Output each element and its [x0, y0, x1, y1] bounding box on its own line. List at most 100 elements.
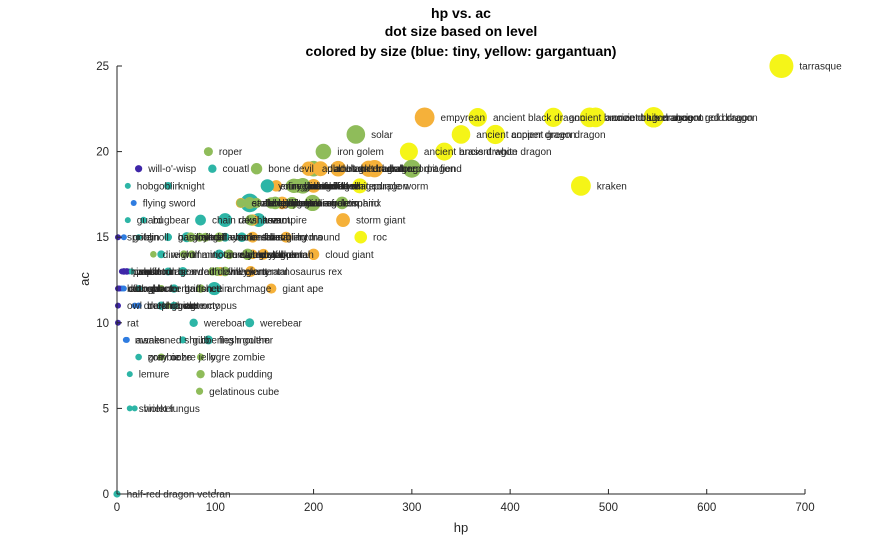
point-label: flumph	[133, 284, 163, 295]
data-point	[124, 182, 131, 189]
point-label: bone devil	[268, 164, 314, 175]
point-label: purple worm	[373, 181, 428, 192]
data-point	[306, 178, 321, 193]
point-label: werebear	[259, 318, 302, 329]
point-label: gibbering mouther	[192, 335, 273, 346]
point-label: cloud giant	[325, 250, 374, 261]
point-label: zombie	[148, 353, 181, 364]
point-label: pit fiend	[427, 164, 462, 175]
data-point	[245, 266, 257, 277]
data-point	[140, 216, 147, 224]
data-point	[120, 285, 127, 292]
point-label: bugbear	[153, 216, 190, 227]
data-point	[169, 284, 179, 293]
point-label: banshee	[184, 284, 223, 295]
data-point	[402, 159, 421, 178]
point-label: pseudodragon	[133, 267, 197, 278]
point-label: couatl	[223, 164, 250, 175]
point-label: clay golem	[259, 250, 307, 261]
point-label: ancient gold dragon	[670, 113, 758, 124]
point-label: young red dragon	[304, 181, 382, 192]
point-label: djinni	[288, 198, 311, 209]
x-tick-label: 600	[697, 502, 716, 514]
data-point	[354, 230, 368, 244]
chart-subtitle-2: colored by size (blue: tiny, yellow: gar…	[306, 43, 617, 59]
point-label: gargoyle	[178, 233, 217, 244]
data-point	[126, 371, 133, 378]
point-label: specter	[148, 284, 181, 295]
point-label: treant	[264, 216, 290, 227]
point-label: adult red dragon	[383, 164, 456, 175]
data-point	[245, 214, 257, 226]
point-label: glabrezu	[283, 198, 321, 209]
point-label: bearded devil	[178, 267, 238, 278]
data-point	[214, 249, 225, 260]
data-point	[157, 284, 165, 293]
point-label: ancient black dragon	[493, 113, 585, 124]
chart-subtitle-1: dot size based on level	[385, 23, 538, 39]
point-label: bat	[127, 284, 141, 295]
point-label: marilith	[317, 181, 349, 192]
data-point	[251, 197, 262, 209]
data-point	[135, 354, 142, 361]
x-tick-label: 700	[795, 502, 814, 514]
point-label: violet fungus	[144, 404, 200, 415]
point-label: elemental	[240, 250, 283, 261]
point-label: wyvern	[235, 267, 268, 278]
point-label: stone giant	[252, 198, 301, 209]
point-label: storm giant	[356, 216, 406, 227]
data-point	[280, 231, 292, 243]
point-label: giant ape	[282, 284, 324, 295]
point-label: ice devil	[307, 181, 343, 192]
point-label: manticore	[194, 250, 238, 261]
point-label: adult black dragon	[322, 164, 404, 175]
data-point	[196, 369, 205, 379]
data-point	[185, 232, 196, 242]
point-label: solar	[371, 130, 393, 141]
x-tick-label: 300	[402, 502, 421, 514]
point-label: homunculus	[131, 267, 185, 278]
data-point	[336, 213, 350, 227]
data-point	[360, 160, 377, 177]
y-axis-label: ac	[77, 272, 92, 286]
point-label: half-red dragon veteran	[127, 490, 231, 501]
data-point	[124, 217, 131, 224]
data-point	[122, 336, 129, 343]
point-label: goblin	[133, 233, 160, 244]
point-label: centaur	[171, 284, 205, 295]
data-point	[346, 125, 366, 144]
data-point	[189, 318, 198, 327]
point-label: invisible stalker	[230, 250, 298, 261]
data-point	[179, 336, 187, 344]
data-point	[571, 175, 591, 196]
point-label: manes	[135, 335, 165, 346]
point-label: empyrean	[441, 113, 485, 124]
point-label: ancient bronze dragon	[569, 113, 669, 124]
point-labels-layer: tarrasque ancient black dragon ancient blu…	[127, 62, 842, 501]
data-point	[200, 232, 210, 242]
point-label: swarm	[148, 284, 177, 295]
point-label: planetar	[327, 164, 364, 175]
data-point	[258, 248, 269, 260]
data-point	[164, 302, 172, 309]
chart-title: hp vs. ac	[431, 5, 491, 21]
data-point	[237, 232, 247, 242]
data-point	[585, 107, 606, 128]
data-point	[468, 108, 488, 127]
point-label: efreeti	[326, 198, 354, 209]
point-label: ettin	[211, 284, 230, 295]
point-label: roper	[219, 147, 243, 158]
point-label: young blue dragon	[278, 181, 361, 192]
point-label: rakshasa	[238, 216, 279, 227]
data-point	[187, 250, 196, 259]
data-point	[250, 163, 263, 175]
data-point	[268, 196, 282, 210]
point-label: dire wolf	[163, 250, 200, 261]
point-label: cat	[128, 284, 142, 295]
point-label: giant octopus	[177, 301, 237, 312]
point-label: ghost	[171, 301, 196, 312]
point-label: gray ooze	[148, 353, 192, 364]
data-point	[543, 107, 563, 127]
data-point	[260, 179, 274, 193]
